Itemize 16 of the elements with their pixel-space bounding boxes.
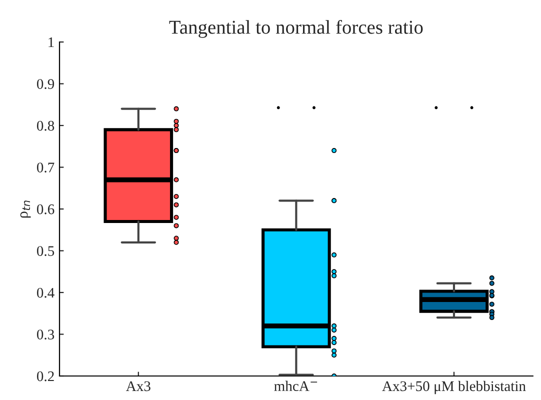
x-tick-label: mhcA$^{−}$ (274, 380, 318, 392)
y-tick-label: 0.2 (36, 371, 54, 382)
y-axis-title: ρ$_{tn}$ (20, 200, 31, 218)
y-tick-label: 0.9 (36, 79, 54, 90)
chart-title: Tangential to normal forces ratio (169, 20, 423, 38)
y-tick-label: 0.5 (36, 246, 54, 256)
x-tick-label: Ax3+50 μM blebbistatin (382, 380, 526, 394)
annotation: • • (434, 106, 474, 110)
y-tick-label: 1 (48, 37, 54, 48)
y-tick-label: 0.4 (36, 288, 54, 298)
y-tick-label: 0.8 (36, 120, 54, 131)
y-tick-label: 0.7 (36, 162, 54, 173)
y-tick-label: 0.6 (36, 204, 54, 214)
x-tick-label: Ax3 (126, 381, 150, 392)
y-tick-label: 0.3 (36, 330, 54, 340)
annotation: • • (276, 106, 316, 110)
